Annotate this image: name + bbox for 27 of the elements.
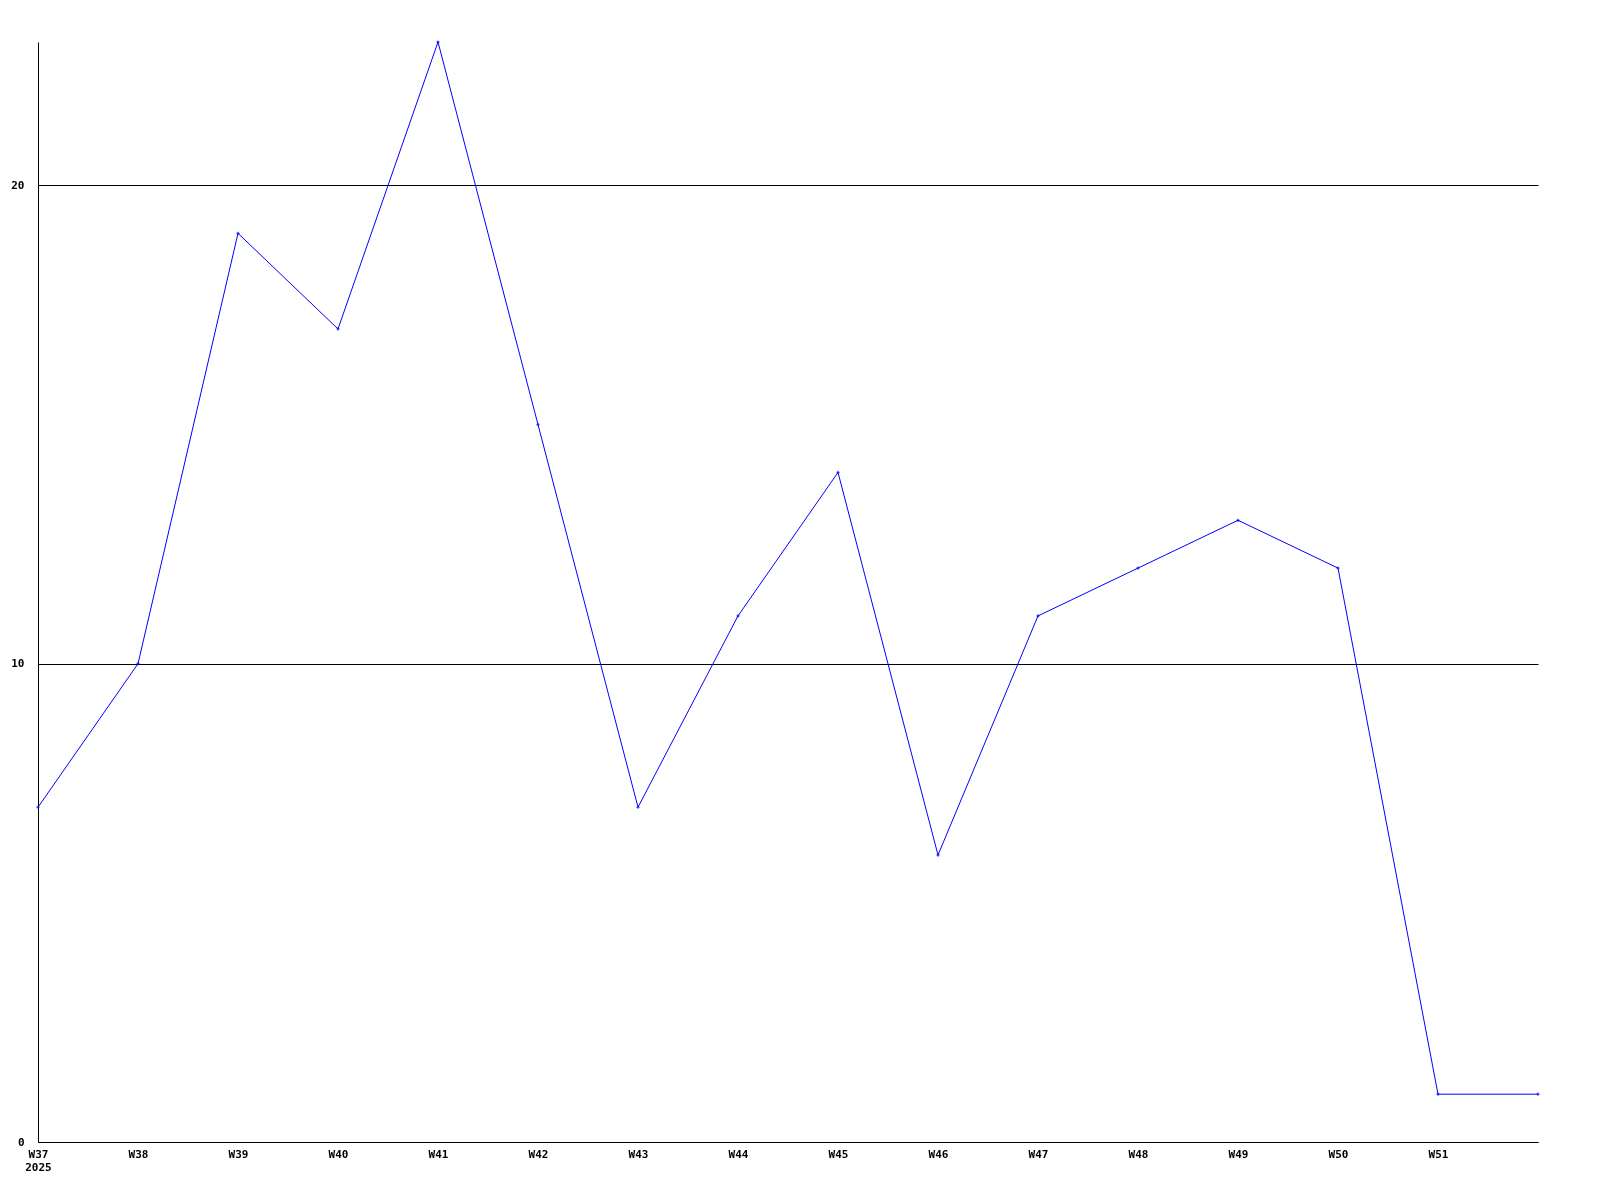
- x-tick-label: W47: [1028, 1147, 1049, 1161]
- y-tick-label: 0: [17, 1135, 25, 1149]
- point: [836, 470, 840, 475]
- x-tick-label: W44: [728, 1147, 749, 1161]
- x-tick-label: W43: [628, 1147, 649, 1161]
- point: [136, 661, 140, 666]
- point: [636, 805, 640, 810]
- x-tick-label: W48: [1128, 1147, 1149, 1161]
- point: [236, 231, 240, 236]
- x-tick-label: W40: [328, 1147, 349, 1161]
- x-tick-label: W50: [1328, 1147, 1349, 1161]
- point: [1436, 1092, 1440, 1097]
- y-tick-label: 20: [11, 178, 25, 192]
- x-tick-label: W45: [828, 1147, 849, 1161]
- x-tick-label: W37 2025: [25, 1147, 52, 1174]
- x-tick-label: W46: [928, 1147, 949, 1161]
- x-tick-label: W38: [128, 1147, 149, 1161]
- point: [1236, 518, 1240, 523]
- y-tick-label: 10: [11, 657, 25, 671]
- point: [36, 805, 40, 810]
- point: [536, 422, 540, 427]
- point: [1536, 1092, 1540, 1097]
- x-tick-label: W51: [1428, 1147, 1449, 1161]
- x-tick-label: W41: [428, 1147, 449, 1161]
- x-tick-label: W49: [1228, 1147, 1249, 1161]
- x-tick-label: W39: [228, 1147, 249, 1161]
- x-tick-label: W42: [528, 1147, 549, 1161]
